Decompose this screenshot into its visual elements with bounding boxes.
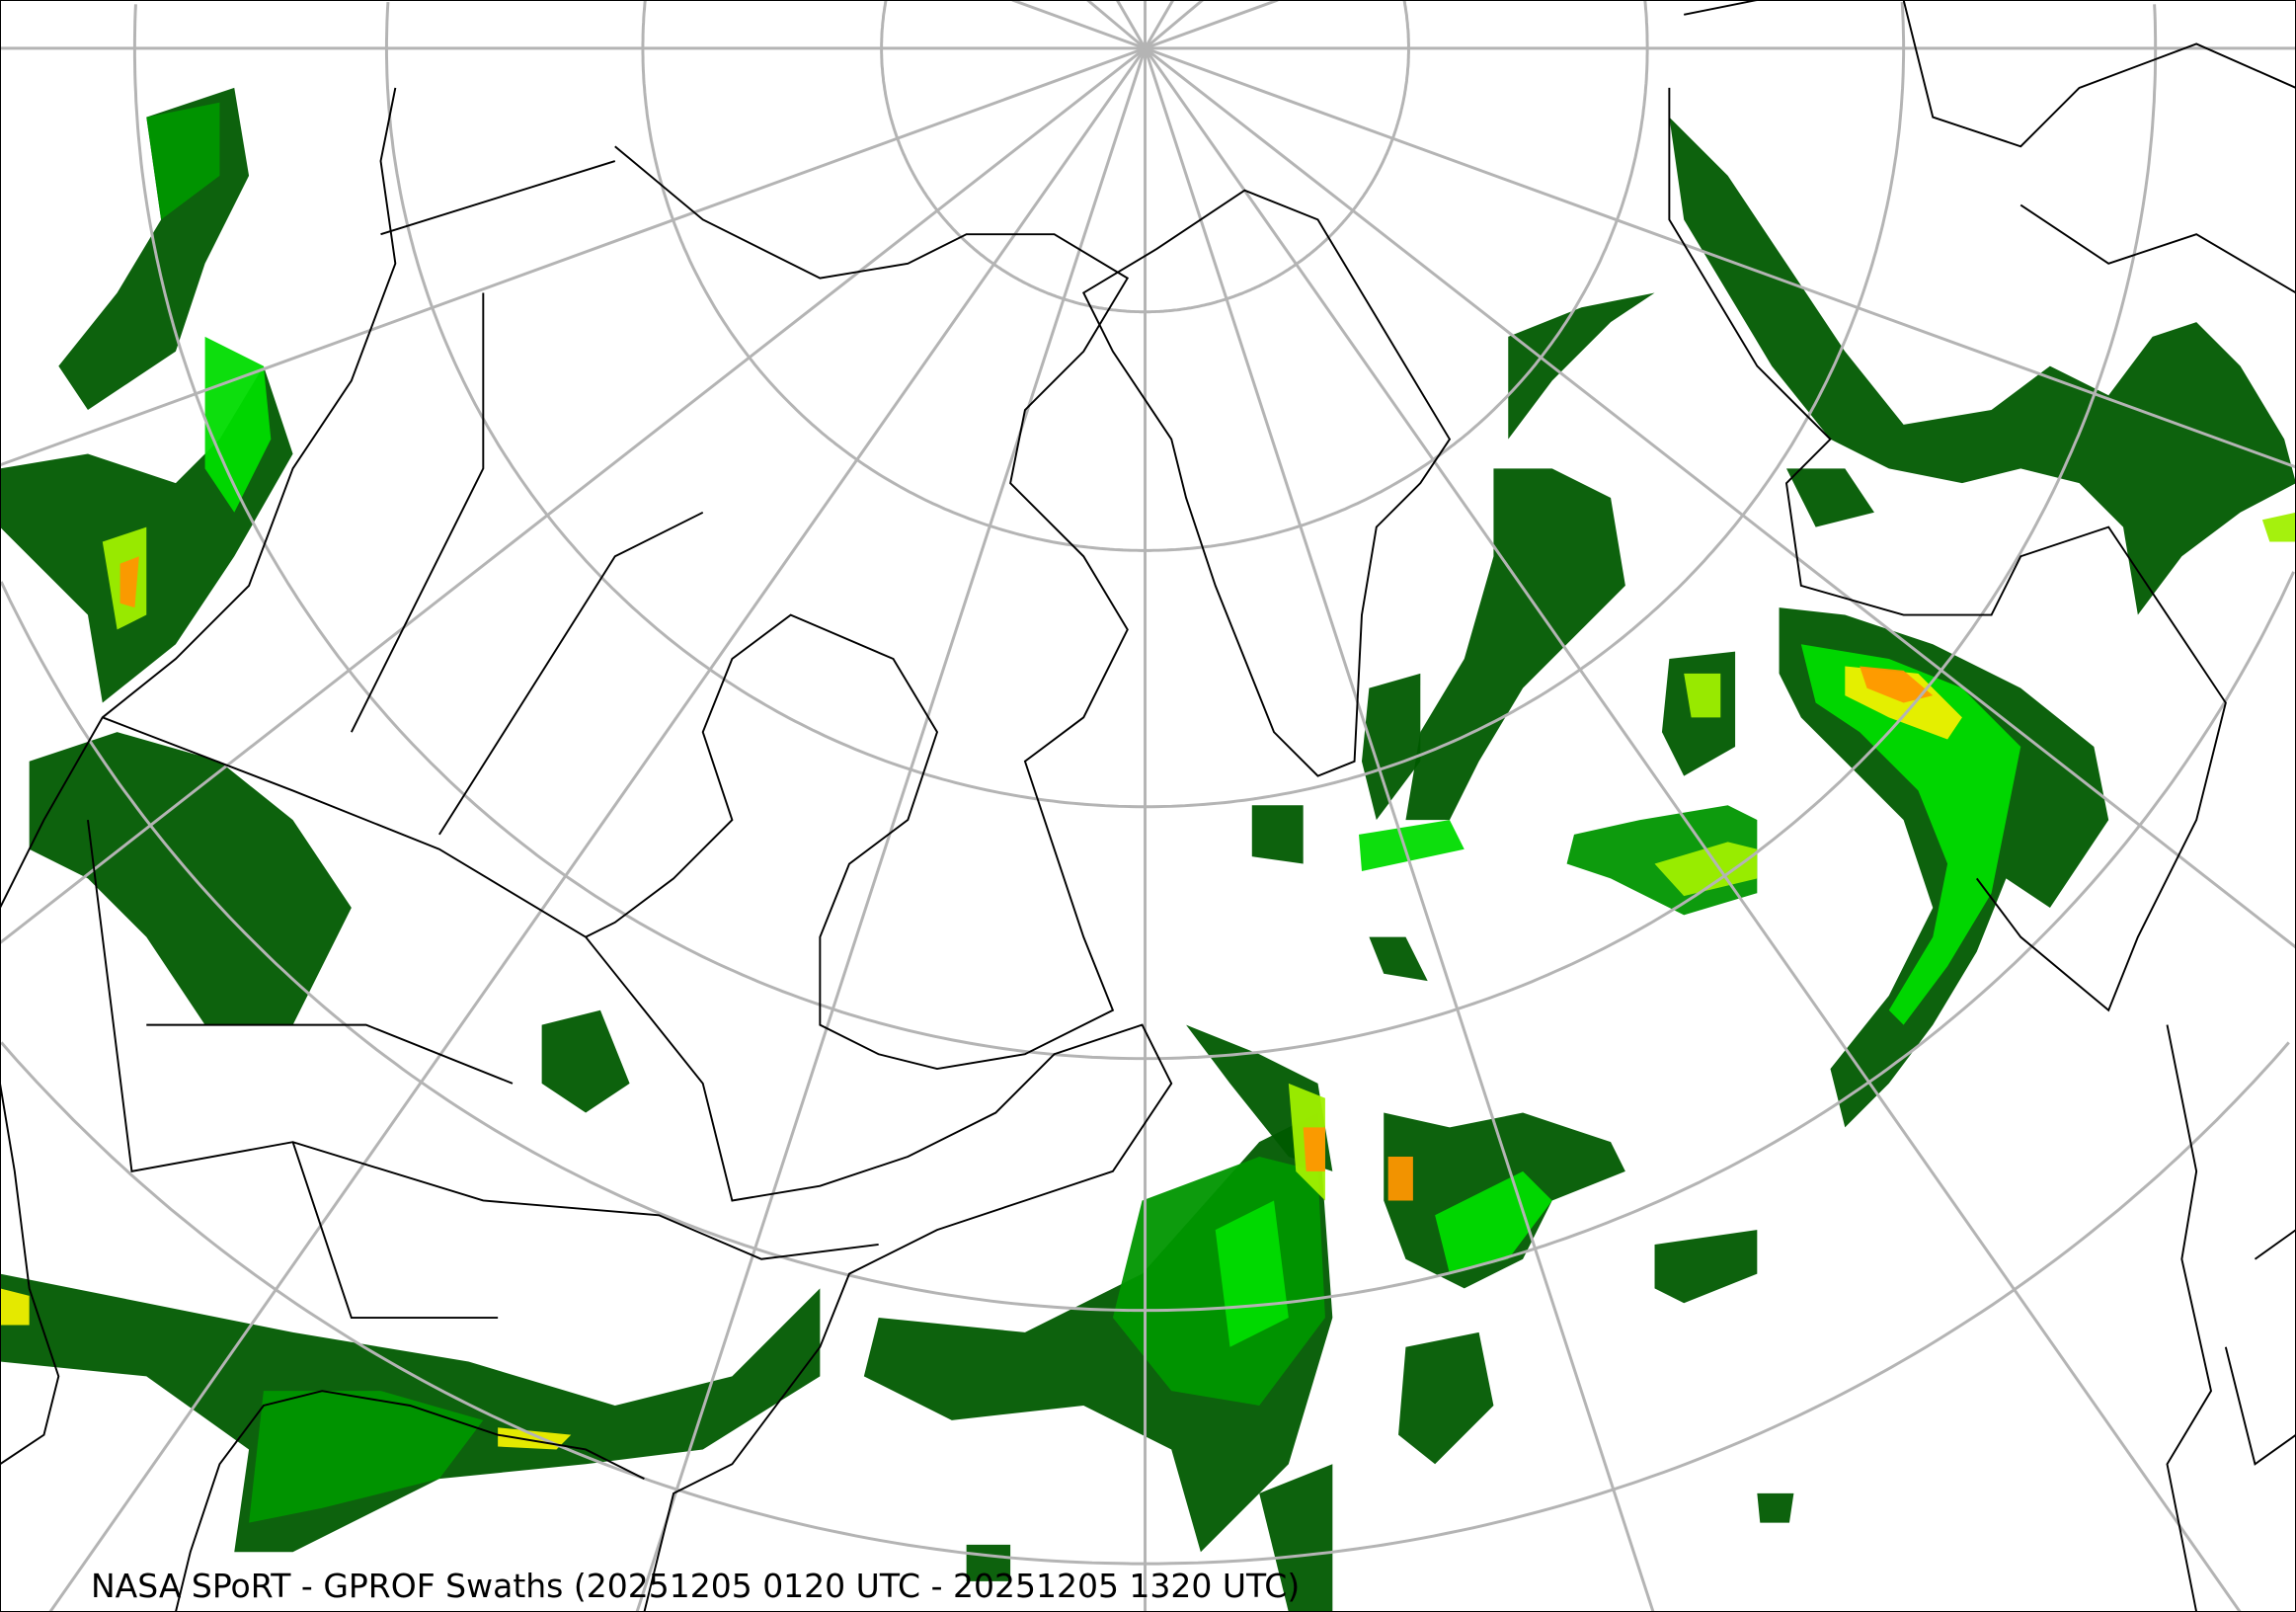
precipitation-swath xyxy=(146,102,220,220)
meridian-line xyxy=(1144,46,2296,949)
boundary-line xyxy=(438,511,704,836)
meridian-line xyxy=(1144,0,1175,49)
boundary-line xyxy=(585,936,1173,1612)
precipitation-swath xyxy=(0,1288,30,1326)
precipitation-swath xyxy=(119,556,139,608)
boundary-line xyxy=(0,1083,60,1466)
boundary-line xyxy=(2224,1346,2296,1466)
precipitation-swath xyxy=(1654,842,1758,897)
precipitation-swath xyxy=(1684,673,1721,718)
precipitation-swath xyxy=(1259,1464,1333,1612)
boundary-line xyxy=(1081,189,1452,777)
precipitation-swath xyxy=(1251,805,1304,864)
latitude-circle xyxy=(132,4,2158,1061)
boundary-line xyxy=(1668,87,2227,1012)
meridian-line xyxy=(635,47,1147,1612)
latitude-circle xyxy=(384,1,1906,809)
meridian-line xyxy=(0,46,1147,944)
boundary-line xyxy=(351,292,485,733)
boundary-line xyxy=(1684,0,1758,16)
precipitation-swath xyxy=(29,732,352,1025)
precipitation-swath xyxy=(541,1009,630,1113)
latitude-circle xyxy=(880,0,1410,314)
meridian-line xyxy=(1144,47,2242,1612)
boundary-line xyxy=(174,1390,645,1612)
precipitation-swath xyxy=(1785,468,1874,527)
precipitation-swath xyxy=(1669,117,2296,615)
boundary-line xyxy=(2019,203,2296,294)
precipitation-swath xyxy=(1303,1127,1325,1171)
precipitation-swath xyxy=(204,336,272,513)
boundary-line xyxy=(380,160,616,236)
meridian-line xyxy=(1086,0,1147,50)
precipitation-swath xyxy=(1215,1200,1289,1347)
meridian-line xyxy=(1145,46,2296,469)
precipitation-swath xyxy=(2261,512,2296,542)
boundary-line xyxy=(87,819,879,1260)
precipitation-swath xyxy=(1361,673,1421,821)
latitude-circle xyxy=(641,0,1649,552)
meridian-line xyxy=(1011,0,1147,50)
precipitation-swath xyxy=(1508,292,1655,440)
meridian-line xyxy=(1115,0,1147,49)
boundary-line xyxy=(2254,1229,2296,1260)
boundary-line xyxy=(0,87,397,909)
precipitation-swath xyxy=(1387,1157,1413,1201)
precipitation-layer xyxy=(0,87,2296,1612)
boundary-line xyxy=(102,716,587,938)
precipitation-swath xyxy=(249,1391,484,1523)
boundary-line xyxy=(146,1023,514,1085)
precipitation-swath xyxy=(1860,666,1934,703)
precipitation-swath xyxy=(1435,1170,1552,1274)
boundary-line xyxy=(2166,1024,2213,1612)
meridian-line xyxy=(48,47,1147,1612)
precipitation-swath xyxy=(1757,1492,1794,1523)
map-title: NASA SPoRT - GPROF Swaths (20251205 0120… xyxy=(91,1567,1301,1605)
boundary-line xyxy=(291,1141,499,1320)
precipitation-swath xyxy=(1398,1331,1494,1465)
boundary-line xyxy=(1902,0,2296,148)
precipitation-swath xyxy=(1405,468,1625,821)
meridian-line xyxy=(1144,0,1204,50)
latitude-circle xyxy=(0,571,2295,1313)
meridian-line xyxy=(0,46,1147,467)
precipitation-swath xyxy=(1359,820,1465,871)
precipitation-swath xyxy=(1800,644,2021,1025)
meridian-line xyxy=(1144,47,1655,1612)
precipitation-swath xyxy=(1369,936,1428,982)
boundary-line xyxy=(585,145,1130,1071)
meridian-line xyxy=(1145,0,1279,50)
precipitation-swath xyxy=(1654,1230,1758,1304)
